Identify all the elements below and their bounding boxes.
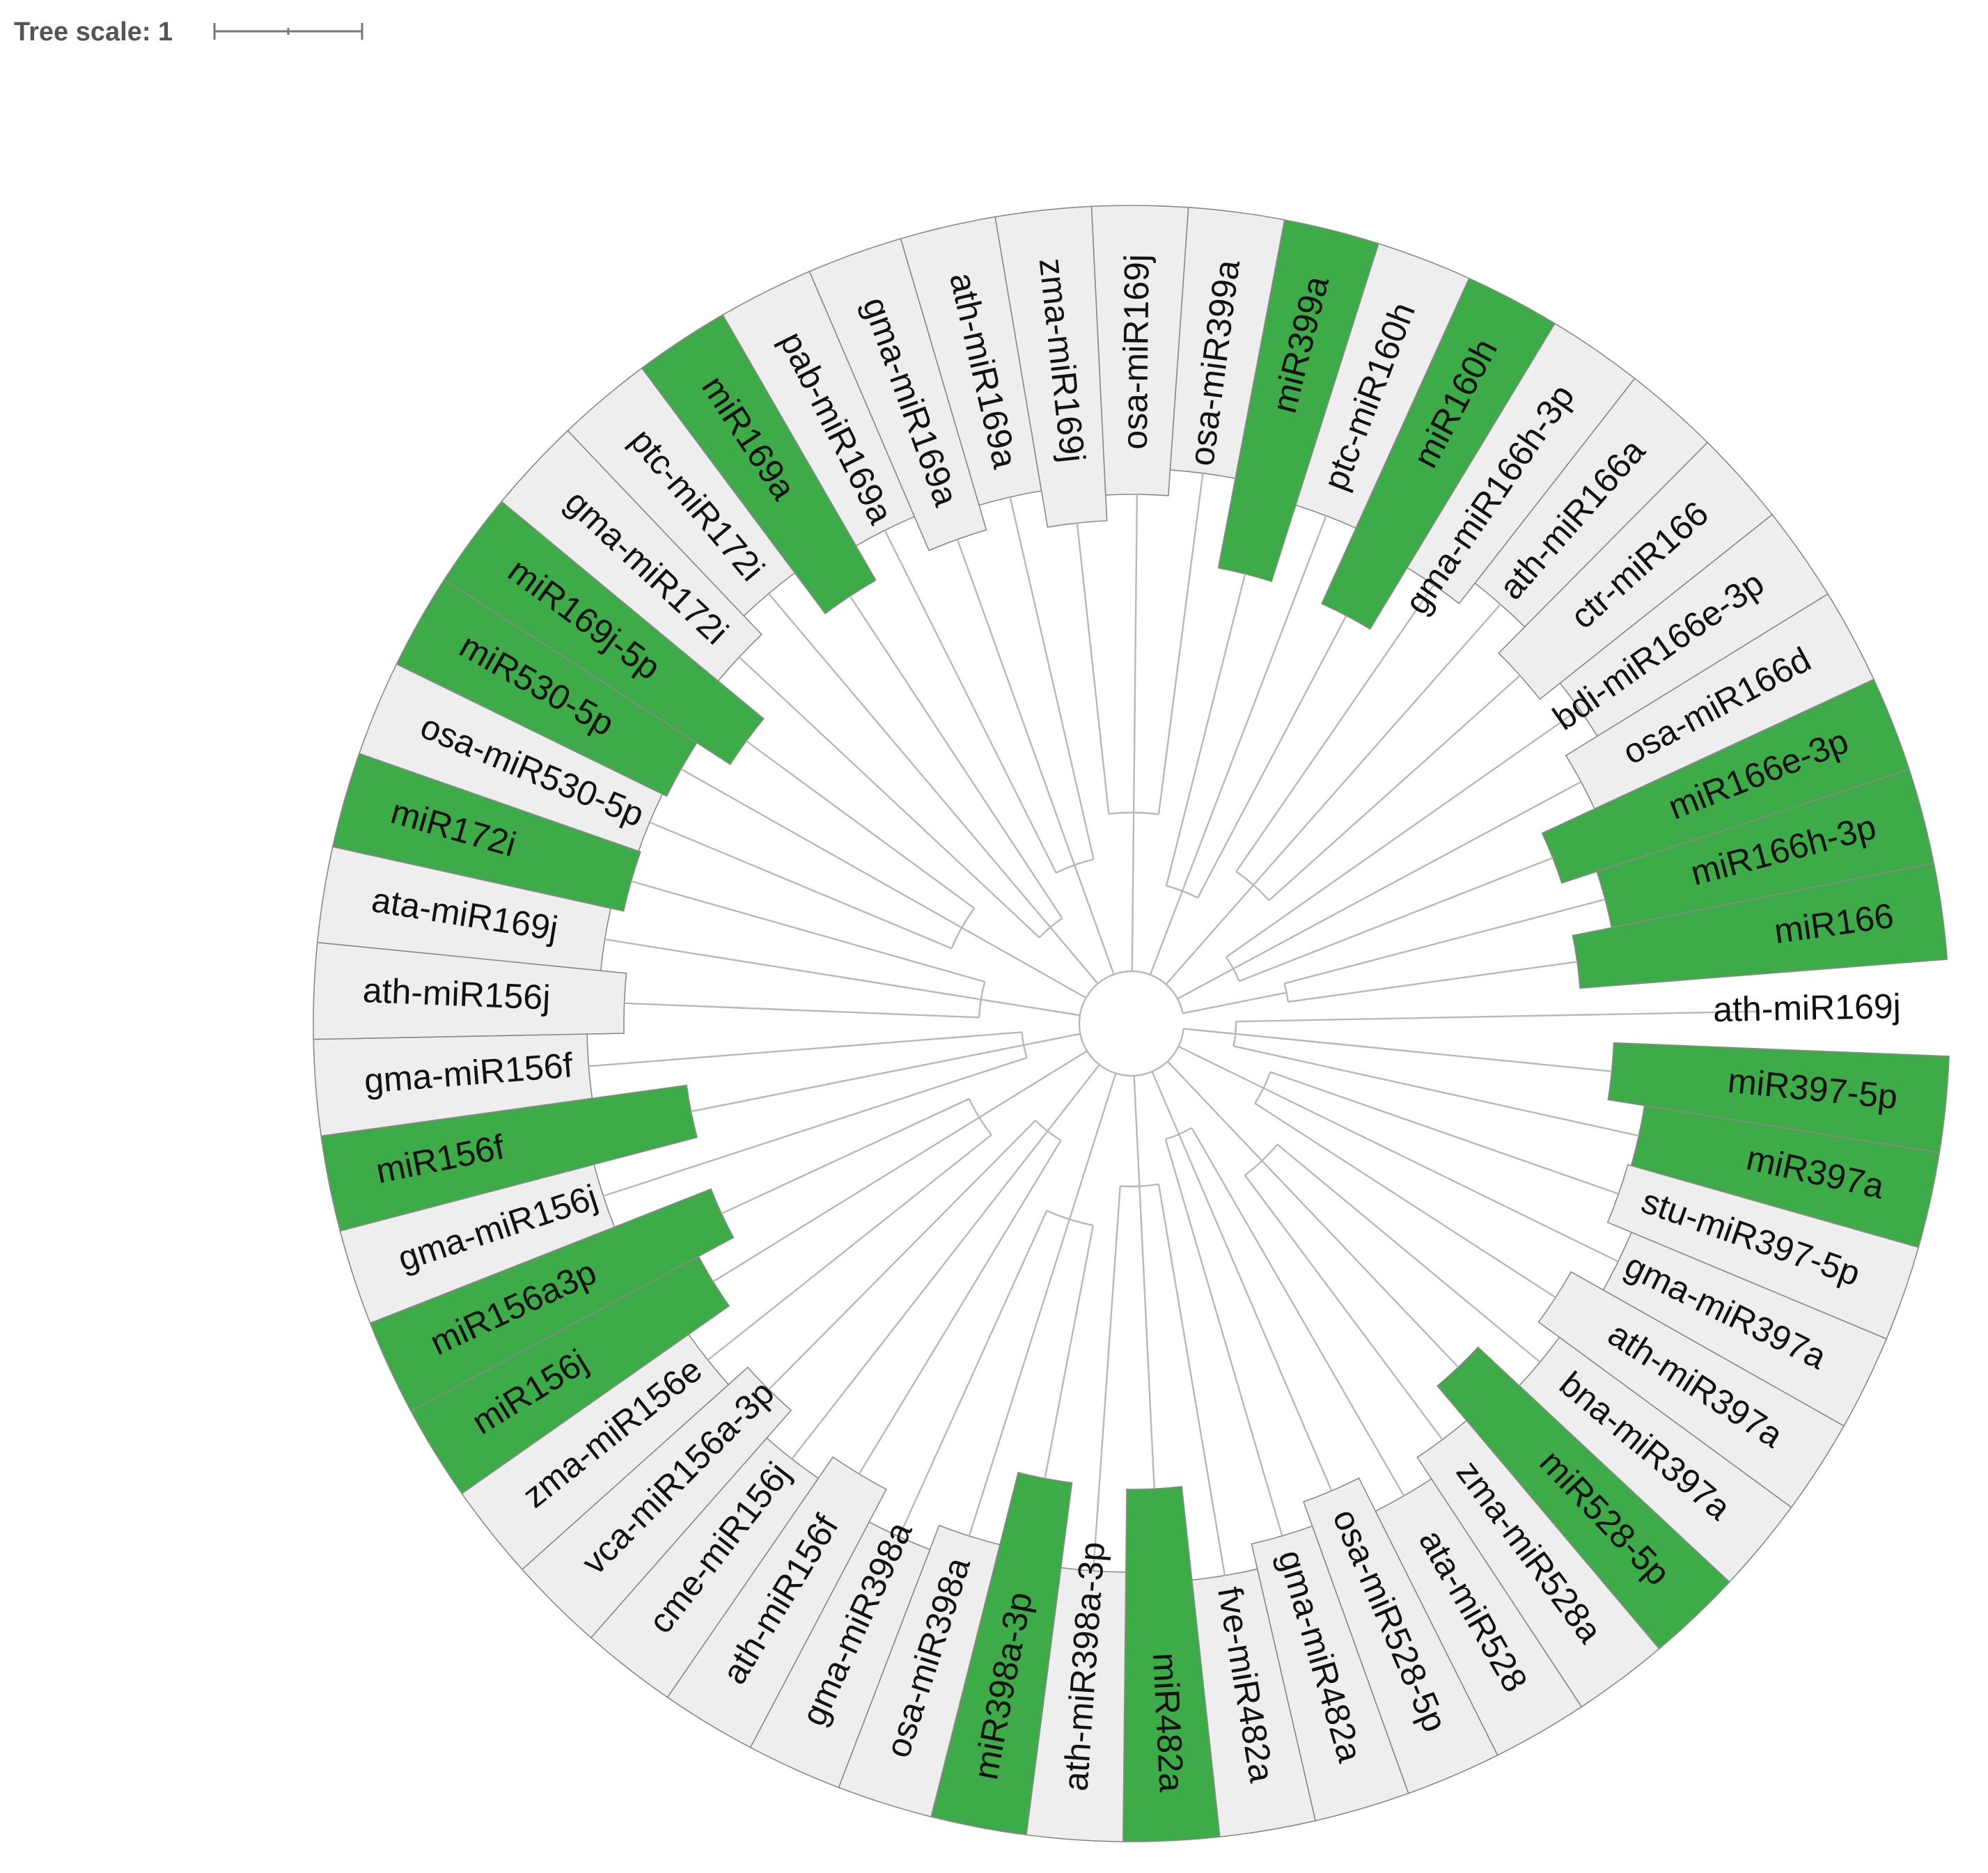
leaf-label-osa-mir169j: osa-miR169j: [1116, 254, 1157, 450]
branch-lines: [588, 473, 1758, 1576]
sector-mir166: [1572, 862, 1948, 989]
leaf-sectors: [313, 205, 1950, 1842]
tree-scale: Tree scale: 1: [14, 17, 363, 47]
tree-scale-label: Tree scale: 1: [14, 17, 173, 47]
tree-branches: [588, 473, 1758, 1576]
leaf-label-ath-mir156j: ath-miR156j: [362, 971, 551, 1017]
leaf-label-ath-mir169j: ath-miR169j: [1713, 987, 1902, 1029]
leaf-label-mir482a: miR482a: [1145, 1652, 1191, 1793]
